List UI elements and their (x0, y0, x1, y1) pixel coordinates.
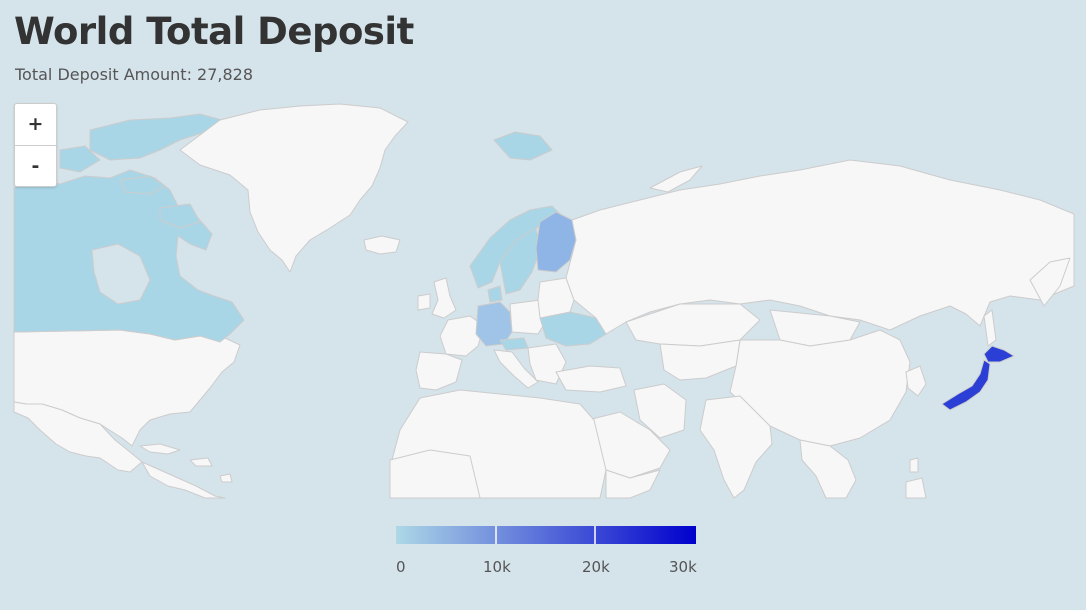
zoom-control: + - (14, 103, 57, 187)
region-iceland[interactable] (363, 235, 401, 255)
color-legend (396, 526, 696, 544)
region-denmark[interactable] (487, 285, 503, 303)
region-russia[interactable] (565, 159, 1075, 335)
legend-tick-label: 20k (582, 558, 610, 576)
region-germany[interactable] (475, 301, 513, 347)
region-canada-islands-2[interactable] (59, 145, 101, 173)
region-novaya-zemlya[interactable] (649, 165, 703, 193)
region-kamchatka[interactable] (1029, 257, 1071, 307)
region-uk[interactable] (431, 277, 457, 319)
region-finland[interactable] (535, 211, 577, 273)
region-ukraine[interactable] (539, 311, 607, 347)
region-canada-islands-4[interactable] (159, 203, 201, 229)
region-korea[interactable] (905, 365, 927, 397)
region-central-asia[interactable] (659, 339, 741, 381)
region-austria[interactable] (499, 337, 529, 351)
region-philippines[interactable] (905, 477, 927, 499)
region-mexico[interactable] (13, 401, 143, 473)
region-india[interactable] (699, 395, 773, 499)
region-sakhalin[interactable] (983, 309, 997, 347)
region-hispaniola[interactable] (189, 457, 213, 467)
region-japan[interactable] (941, 359, 991, 411)
legend-tick-label: 0 (396, 558, 406, 576)
region-greenland[interactable] (179, 103, 409, 273)
region-canada-islands[interactable] (89, 113, 223, 161)
region-caribbean[interactable] (219, 473, 233, 483)
region-central-america[interactable] (141, 461, 226, 499)
page-subtitle: Total Deposit Amount: 27,828 (15, 65, 254, 84)
region-france[interactable] (439, 315, 485, 357)
zoom-out-button[interactable]: - (15, 145, 56, 187)
region-italy[interactable] (493, 349, 539, 389)
region-turkey[interactable] (555, 365, 627, 393)
region-iberia[interactable] (415, 351, 463, 391)
region-hudson-bay (91, 243, 151, 305)
legend-tick-label: 10k (483, 558, 511, 576)
region-hokkaido[interactable] (983, 345, 1015, 363)
region-balkans[interactable] (527, 343, 567, 385)
page-title: World Total Deposit (14, 10, 414, 53)
region-africa-west[interactable] (389, 449, 481, 499)
region-iran[interactable] (633, 383, 687, 439)
legend-gradient-bar (396, 526, 696, 544)
region-canada-islands-3[interactable] (119, 175, 166, 195)
region-cuba[interactable] (139, 443, 181, 455)
region-southeast-asia[interactable] (799, 439, 857, 499)
region-svalbard[interactable] (493, 131, 553, 161)
region-horn-of-africa[interactable] (605, 469, 661, 499)
legend-tick-label: 30k (669, 558, 697, 576)
zoom-in-button[interactable]: + (27, 113, 44, 135)
region-taiwan[interactable] (909, 457, 919, 473)
region-sweden[interactable] (499, 227, 541, 295)
region-ireland[interactable] (417, 293, 431, 311)
